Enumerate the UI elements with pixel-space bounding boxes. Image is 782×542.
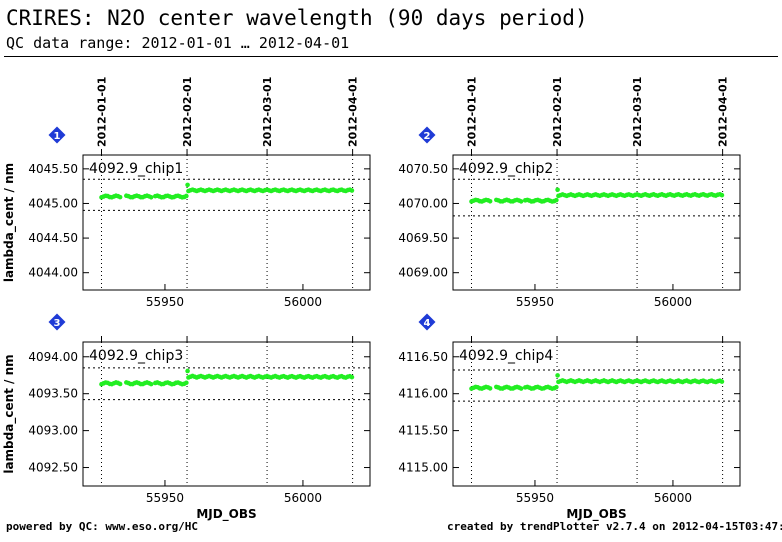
panel-number: 4 <box>424 318 431 329</box>
y-tick-label: 4116.50 <box>398 350 448 364</box>
plot-frame <box>82 154 371 291</box>
y-axis-label: lambda_cent / nm <box>2 354 17 473</box>
data-point <box>349 188 355 193</box>
footer-created-by: created by trendPlotter v2.7.4 on 2012-0… <box>447 520 782 533</box>
y-tick-label: 4094.00 <box>28 350 78 364</box>
chart-panel-4: 4115.00 4115.50 4116.00 4116.50 55950 56000 MJ… <box>398 313 741 522</box>
top-date-label: 2012-01-01 <box>95 77 108 147</box>
data-point <box>349 374 355 380</box>
y-tick-label: 4115.00 <box>398 461 448 475</box>
chart-panel-1: 2012-01-01 2012-02-01 2012-03-01 2012-04-01… <box>2 77 371 309</box>
data-point <box>518 199 524 204</box>
chart-panel-3: 4092.50 4093.00 4093.50 4094.00 55950 56000 la… <box>2 313 371 522</box>
plot-frame <box>82 341 371 487</box>
data-point <box>184 193 189 199</box>
panel-number: 3 <box>54 318 61 329</box>
y-axis-label: lambda_cent / nm <box>2 163 17 282</box>
panel-label: 4092.9_chip4 <box>459 348 553 364</box>
panel-number-badge <box>418 313 436 331</box>
y-tick-label: 4044.00 <box>28 266 78 280</box>
y-tick-label: 4044.50 <box>28 231 78 245</box>
data-point <box>487 198 493 204</box>
panel-label: 4092.9_chip1 <box>89 161 183 177</box>
title-divider <box>4 56 778 57</box>
data-point <box>555 187 560 193</box>
plot-frame <box>452 341 741 487</box>
y-tick-label: 4115.50 <box>398 424 448 438</box>
panel-label: 4092.9_chip2 <box>459 161 553 177</box>
plot-frame <box>452 154 741 291</box>
panel-number-badge <box>418 126 436 144</box>
y-tick-label: 4069.50 <box>398 231 448 245</box>
panel-label: 4092.9_chip3 <box>89 348 183 364</box>
y-tick-label: 4045.50 <box>28 162 78 176</box>
x-tick-label: 56000 <box>284 491 322 505</box>
data-point <box>185 182 190 188</box>
x-tick-label: 56000 <box>284 295 322 309</box>
data-point <box>184 380 189 386</box>
x-tick-label: 55950 <box>516 491 554 505</box>
footer-powered-by: powered by QC: www.eso.org/HC <box>6 520 199 533</box>
top-date-label: 2012-03-01 <box>631 77 644 147</box>
panel-number: 1 <box>54 131 61 142</box>
y-tick-label: 4093.50 <box>28 387 78 401</box>
top-date-label: 2012-02-01 <box>181 77 194 147</box>
y-tick-label: 4070.00 <box>398 196 448 210</box>
data-point <box>554 384 559 390</box>
top-date-label: 2012-03-01 <box>261 77 274 147</box>
y-tick-label: 4045.00 <box>28 196 78 210</box>
data-point <box>487 386 493 391</box>
y-tick-label: 4070.50 <box>398 162 448 176</box>
panel-number: 2 <box>424 131 431 142</box>
data-point <box>554 197 559 203</box>
top-date-label: 2012-04-01 <box>717 77 730 147</box>
top-date-label: 2012-01-01 <box>465 77 478 147</box>
data-point <box>148 194 154 200</box>
x-tick-label: 55950 <box>146 491 184 505</box>
x-tick-label: 56000 <box>654 295 692 309</box>
data-point <box>117 194 123 200</box>
top-date-label: 2012-02-01 <box>551 77 564 147</box>
y-tick-label: 4093.00 <box>28 424 78 438</box>
y-tick-label: 4092.50 <box>28 461 78 475</box>
x-tick-label: 55950 <box>146 295 184 309</box>
page-subtitle: QC data range: 2012-01-01 … 2012-04-01 <box>6 34 350 52</box>
x-axis-label: MJD_OBS <box>196 507 256 522</box>
y-tick-label: 4116.00 <box>398 387 448 401</box>
x-tick-label: 55950 <box>516 295 554 309</box>
data-point <box>148 381 154 387</box>
x-axis-label: MJD_OBS <box>566 507 626 522</box>
x-tick-label: 56000 <box>654 491 692 505</box>
y-tick-label: 4069.00 <box>398 266 448 280</box>
data-point <box>719 379 725 384</box>
data-point <box>185 368 190 374</box>
page-title: CRIRES: N2O center wavelength (90 days p… <box>6 6 588 30</box>
data-point <box>518 386 524 391</box>
data-point <box>117 381 123 387</box>
top-date-label: 2012-04-01 <box>347 77 360 147</box>
data-point <box>719 192 725 198</box>
data-point <box>555 373 560 378</box>
chart-panel-2: 2012-01-01 2012-02-01 2012-03-01 2012-04-01… <box>398 77 741 309</box>
